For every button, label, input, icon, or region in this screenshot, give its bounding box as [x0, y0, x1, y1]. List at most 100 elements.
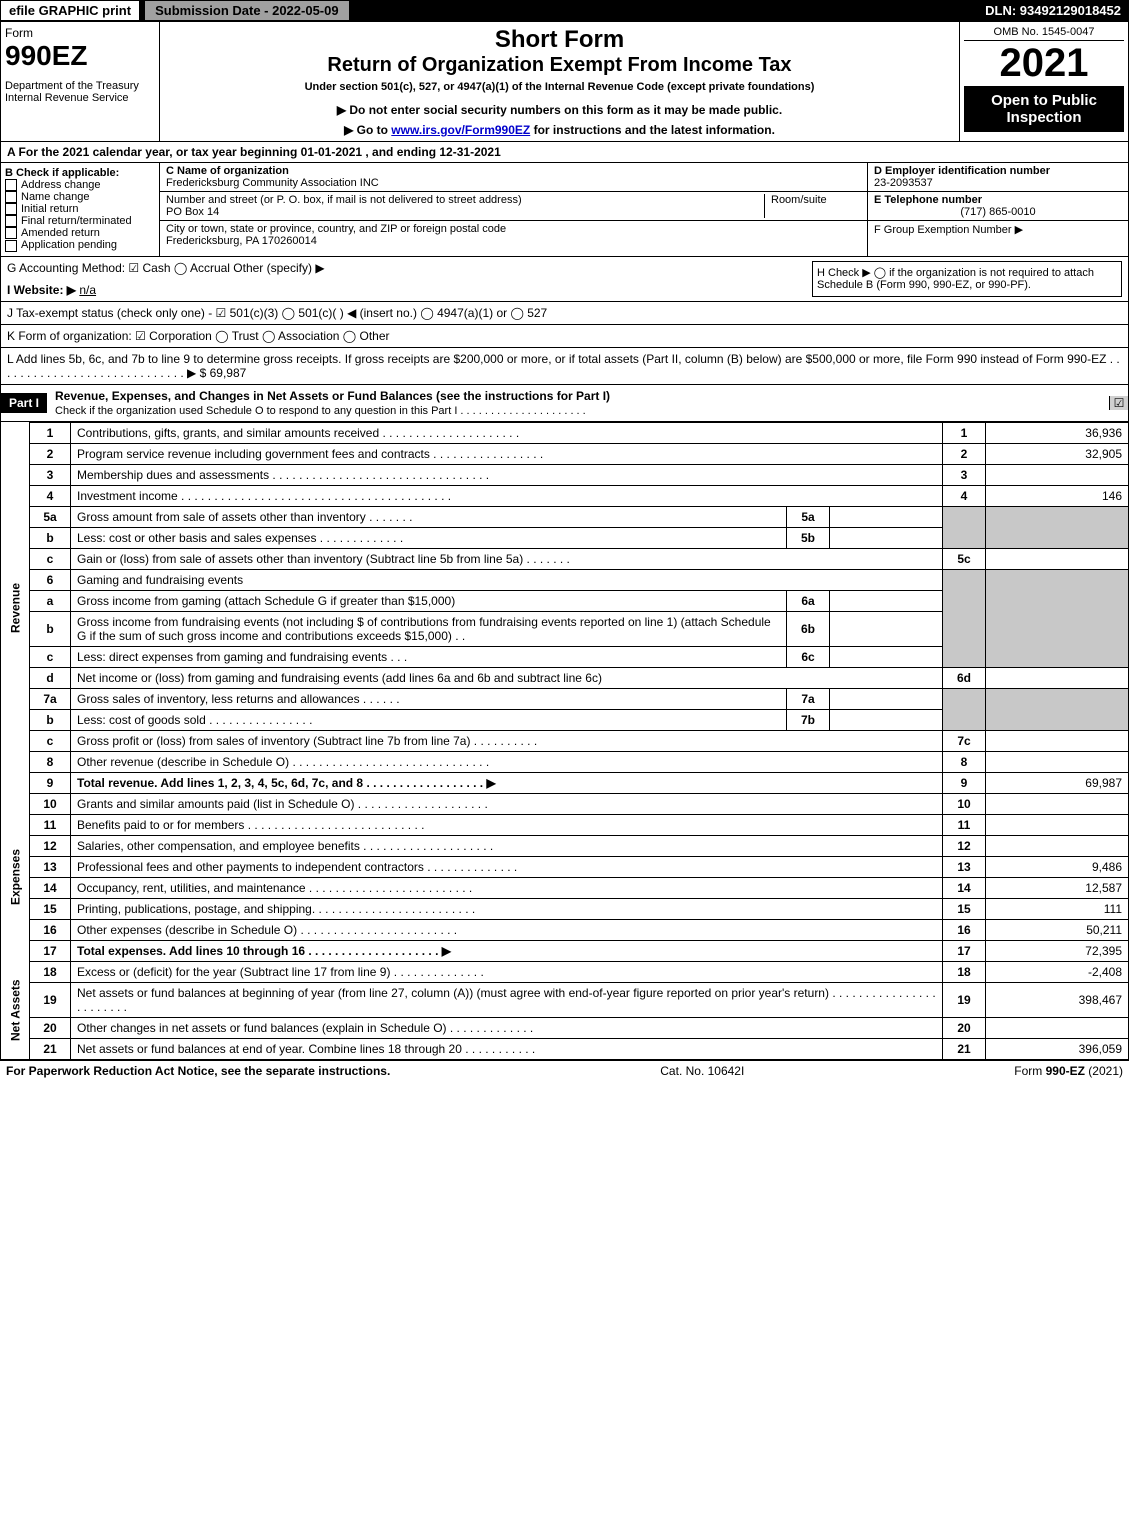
txt-9b: Total revenue. Add lines 1, 2, 3, 4, 5c,… [77, 776, 496, 790]
chk-initial-return[interactable] [5, 203, 17, 215]
txt-6a: Gross income from gaming (attach Schedul… [71, 590, 787, 611]
chk-application-pending[interactable] [5, 240, 17, 252]
chk-amended-return[interactable] [5, 227, 17, 239]
dept-1: Department of the Treasury [5, 80, 155, 92]
tel-label: E Telephone number [874, 194, 1122, 206]
val-20 [986, 1017, 1129, 1038]
irs-link[interactable]: www.irs.gov/Form990EZ [391, 123, 530, 137]
ln-2: 2 [30, 443, 71, 464]
val-16: 50,211 [986, 919, 1129, 940]
ln-10: 10 [30, 793, 71, 814]
org-info-grid: B Check if applicable: Address change Na… [0, 163, 1129, 257]
inval-7b [830, 709, 943, 730]
section-l: L Add lines 5b, 6c, and 7b to line 9 to … [0, 348, 1129, 385]
org-name: Fredericksburg Community Association INC [166, 177, 861, 189]
num-16: 16 [943, 919, 986, 940]
form-header: Form 990EZ Department of the Treasury In… [0, 21, 1129, 142]
ln-8: 8 [30, 751, 71, 772]
expenses-label: Expenses [1, 793, 30, 961]
num-10: 10 [943, 793, 986, 814]
txt-6b: Gross income from fundraising events (no… [71, 611, 787, 646]
txt-5b: Less: cost or other basis and sales expe… [71, 527, 787, 548]
ln-5a: 5a [30, 506, 71, 527]
txt-20: Other changes in net assets or fund bala… [71, 1017, 943, 1038]
tel-value: (717) 865-0010 [874, 206, 1122, 218]
ln-18: 18 [30, 961, 71, 982]
num-1: 1 [943, 422, 986, 443]
section-gh: G Accounting Method: ☑ Cash ◯ Accrual Ot… [0, 257, 1129, 302]
shade-5 [943, 506, 986, 548]
ln-6c: c [30, 646, 71, 667]
ln-16: 16 [30, 919, 71, 940]
room-label: Room/suite [771, 194, 861, 206]
shade-7 [943, 688, 986, 730]
instr-ssn: ▶ Do not enter social security numbers o… [164, 103, 955, 117]
ln-7a: 7a [30, 688, 71, 709]
num-20: 20 [943, 1017, 986, 1038]
val-9: 69,987 [986, 772, 1129, 793]
opt-address-change: Address change [21, 179, 101, 191]
inval-5a [830, 506, 943, 527]
ln-17: 17 [30, 940, 71, 961]
part1-check[interactable]: ☑ [1109, 396, 1128, 410]
dept-2: Internal Revenue Service [5, 92, 155, 104]
title-short-form: Short Form [164, 26, 955, 54]
opt-amended-return: Amended return [21, 227, 100, 239]
txt-6c: Less: direct expenses from gaming and fu… [71, 646, 787, 667]
innum-6b: 6b [787, 611, 830, 646]
chk-final-return[interactable] [5, 215, 17, 227]
dln: DLN: 93492129018452 [977, 1, 1129, 20]
num-18: 18 [943, 961, 986, 982]
footer-right: Form 990-EZ (2021) [1014, 1064, 1123, 1078]
txt-7b: Less: cost of goods sold . . . . . . . .… [71, 709, 787, 730]
num-7c: 7c [943, 730, 986, 751]
ein-value: 23-2093537 [874, 177, 1122, 189]
org-name-label: C Name of organization [166, 165, 861, 177]
innum-6a: 6a [787, 590, 830, 611]
val-1: 36,936 [986, 422, 1129, 443]
section-j: J Tax-exempt status (check only one) - ☑… [0, 302, 1129, 325]
num-5c: 5c [943, 548, 986, 569]
num-19: 19 [943, 982, 986, 1017]
ln-6a: a [30, 590, 71, 611]
part1-title: Revenue, Expenses, and Changes in Net As… [55, 389, 610, 403]
efile-label: efile GRAPHIC print [0, 0, 140, 21]
ln-6d: d [30, 667, 71, 688]
ln-6: 6 [30, 569, 71, 590]
submission-date: Submission Date - 2022-05-09 [144, 0, 350, 21]
inval-5b [830, 527, 943, 548]
val-5c [986, 548, 1129, 569]
num-13: 13 [943, 856, 986, 877]
val-7c [986, 730, 1129, 751]
section-b: B Check if applicable: Address change Na… [1, 163, 160, 256]
ln-19: 19 [30, 982, 71, 1017]
part1-header: Part I Revenue, Expenses, and Changes in… [0, 385, 1129, 422]
num-11: 11 [943, 814, 986, 835]
instr-post: for instructions and the latest informat… [530, 123, 775, 137]
chk-address-change[interactable] [5, 179, 17, 191]
ln-14: 14 [30, 877, 71, 898]
opt-final-return: Final return/terminated [21, 215, 132, 227]
val-14: 12,587 [986, 877, 1129, 898]
ln-11: 11 [30, 814, 71, 835]
inval-7a [830, 688, 943, 709]
netassets-label: Net Assets [1, 961, 30, 1059]
num-12: 12 [943, 835, 986, 856]
title-return: Return of Organization Exempt From Incom… [164, 54, 955, 77]
val-8 [986, 751, 1129, 772]
city-label: City or town, state or province, country… [166, 223, 861, 235]
chk-name-change[interactable] [5, 191, 17, 203]
open-public-inspection: Open to Public Inspection [964, 86, 1124, 132]
txt-5c: Gain or (loss) from sale of assets other… [71, 548, 943, 569]
txt-6: Gaming and fundraising events [71, 569, 943, 590]
footer-center: Cat. No. 10642I [660, 1064, 744, 1078]
inval-6b [830, 611, 943, 646]
revenue-label: Revenue [1, 422, 30, 793]
ln-4: 4 [30, 485, 71, 506]
website-value: n/a [79, 283, 96, 297]
inval-6c [830, 646, 943, 667]
street-label: Number and street (or P. O. box, if mail… [166, 194, 764, 206]
ln-13: 13 [30, 856, 71, 877]
val-6d [986, 667, 1129, 688]
txt-7a: Gross sales of inventory, less returns a… [71, 688, 787, 709]
